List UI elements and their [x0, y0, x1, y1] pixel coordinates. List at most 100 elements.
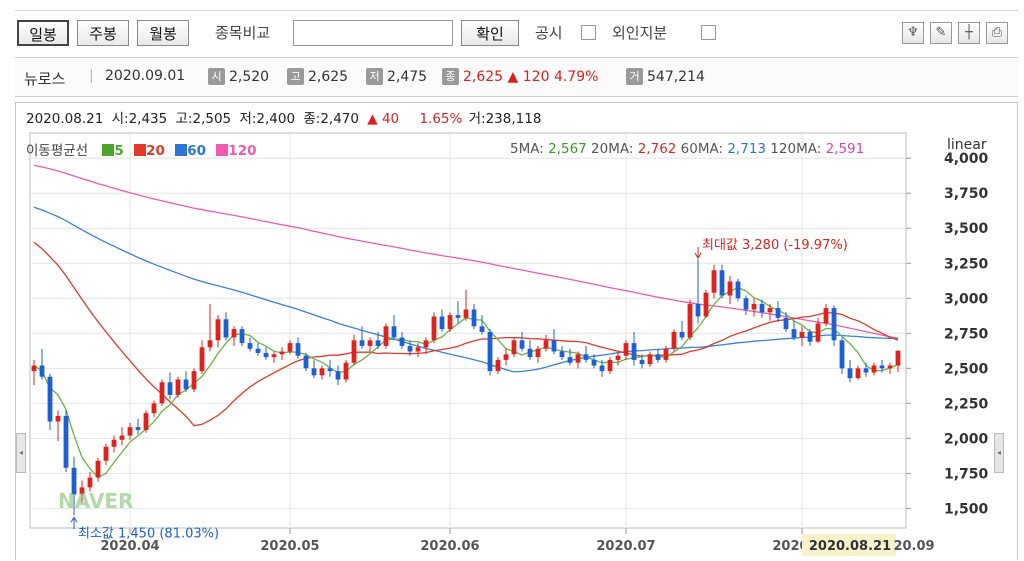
candle-body — [863, 368, 869, 373]
hover-info: 2020.08.21 시:2,435 고:2,505 저:2,400 종:2,4… — [26, 107, 906, 127]
candle-body — [831, 308, 837, 341]
ma5-swatch — [102, 144, 115, 156]
y-tick-label: 3,750 — [944, 186, 989, 202]
candle-body — [271, 354, 277, 358]
pin-icon[interactable]: ♆ — [902, 22, 924, 44]
info-low: 저 2,475 — [366, 68, 427, 85]
daily-button[interactable]: 일봉 — [17, 20, 69, 46]
y-tick-label: 3,000 — [944, 291, 989, 307]
candle-body — [239, 329, 245, 344]
candle-body — [175, 379, 181, 395]
x-tick-label: 2020.07 — [596, 539, 655, 554]
candle-body — [367, 340, 373, 346]
confirm-button[interactable]: 확인 — [461, 20, 519, 46]
candle-body — [479, 326, 485, 332]
candle-body — [887, 365, 893, 369]
candle-body — [431, 316, 437, 341]
monthly-button[interactable]: 월봉 — [137, 20, 189, 46]
candle-body — [791, 329, 797, 338]
compare-input[interactable] — [293, 20, 453, 46]
scroll-left-handle[interactable]: ◂ — [16, 433, 26, 473]
stock-name: 뉴로스 — [24, 70, 66, 88]
candle-body — [767, 308, 773, 313]
candle-body — [55, 415, 61, 422]
candle-body — [607, 359, 613, 372]
info-volume: 거 547,214 — [626, 68, 705, 85]
y-tick-label: 4,000 — [944, 151, 989, 167]
x-tick-label: 2020.06 — [420, 539, 479, 554]
candle-body — [647, 354, 653, 365]
candle-body — [543, 340, 549, 349]
close-tag: 종 — [442, 68, 459, 85]
y-axis: 4,000 3,750 3,500 3,250 3,000 2,750 2,500 2,250… — [906, 151, 989, 517]
annotations: 최대값 3,280 (-19.97%) 최소값 1,450 (81.03%) NAV… — [58, 238, 848, 541]
candle-body — [511, 340, 517, 355]
low-tag: 저 — [366, 68, 383, 85]
candle-body — [151, 403, 157, 414]
candle-body — [423, 340, 429, 348]
x-cursor-bg — [802, 534, 896, 556]
info-high: 고 2,625 — [287, 68, 348, 85]
hover-volume-label: 거: — [468, 111, 486, 127]
print-icon[interactable]: ⎙ — [986, 22, 1008, 44]
candle-body — [815, 323, 821, 342]
candle-body — [63, 415, 69, 468]
candle-body — [735, 281, 741, 299]
hover-low: 2,400 — [256, 111, 296, 127]
candle-body — [799, 331, 805, 338]
candle-body — [527, 348, 533, 358]
candle-body — [487, 331, 493, 372]
hover-high: 2,505 — [192, 111, 232, 127]
hover-close-label: 종: — [303, 111, 321, 127]
scroll-right-handle[interactable]: ◂ — [994, 433, 1004, 473]
candle-body — [159, 382, 165, 404]
candle-body — [783, 317, 789, 330]
candle-body — [687, 303, 693, 338]
hover-high-label: 고: — [175, 111, 193, 127]
candle-body — [31, 365, 37, 372]
ma5-value-label: 5MA: — [510, 141, 544, 157]
low-value: 2,475 — [387, 69, 428, 85]
ma-legend-title: 이동평균선 — [26, 143, 89, 159]
grid-lines — [29, 132, 907, 529]
info-open: 시 2,520 — [208, 68, 269, 85]
candle-body — [439, 316, 445, 330]
disclosure-checkbox[interactable] — [581, 25, 596, 40]
close-value: 2,625 — [463, 69, 504, 85]
candle-body — [695, 303, 701, 317]
candle-body — [655, 354, 661, 360]
candle-body — [191, 371, 197, 390]
candle-body — [407, 345, 413, 352]
candle-body — [255, 348, 261, 353]
weekly-button[interactable]: 주봉 — [77, 20, 129, 46]
x-edge-label: 20.09 — [893, 539, 934, 554]
draw-icon[interactable]: ✎ — [930, 22, 952, 44]
price-chart[interactable]: 4,000 3,750 3,500 3,250 3,000 2,750 2,500 2,250… — [16, 103, 1017, 561]
candle-body — [335, 371, 341, 380]
candle-body — [639, 359, 645, 365]
candle-body — [343, 362, 349, 380]
foreign-ownership-label: 외인지분 — [612, 24, 668, 42]
candle-body — [631, 343, 637, 360]
ma20-swatch — [134, 144, 147, 156]
candle-body — [199, 347, 205, 372]
ma20-line — [33, 241, 899, 427]
hover-open: 2,435 — [128, 111, 168, 127]
candle-body — [839, 340, 845, 369]
candle-body — [351, 340, 357, 363]
hover-change: ▲ 40 — [367, 111, 400, 127]
y-tick-label: 2,750 — [944, 326, 989, 342]
scale-toggle[interactable]: linear — [947, 137, 987, 153]
crosshair-icon[interactable]: ┼ — [958, 22, 980, 44]
candle-body — [847, 368, 853, 379]
foreign-ownership-checkbox[interactable] — [701, 25, 716, 40]
candle-body — [615, 355, 621, 360]
plot-frame — [29, 132, 907, 529]
y-tick-label: 3,250 — [944, 256, 989, 272]
candle-body — [703, 292, 709, 317]
candle-body — [127, 427, 133, 436]
disclosure-label: 공시 — [535, 24, 563, 42]
hover-date: 2020.08.21 — [26, 111, 104, 127]
chart-area[interactable]: 4,000 3,750 3,500 3,250 3,000 2,750 2,500 2,250… — [15, 102, 1018, 560]
volume-value: 547,214 — [647, 69, 705, 85]
